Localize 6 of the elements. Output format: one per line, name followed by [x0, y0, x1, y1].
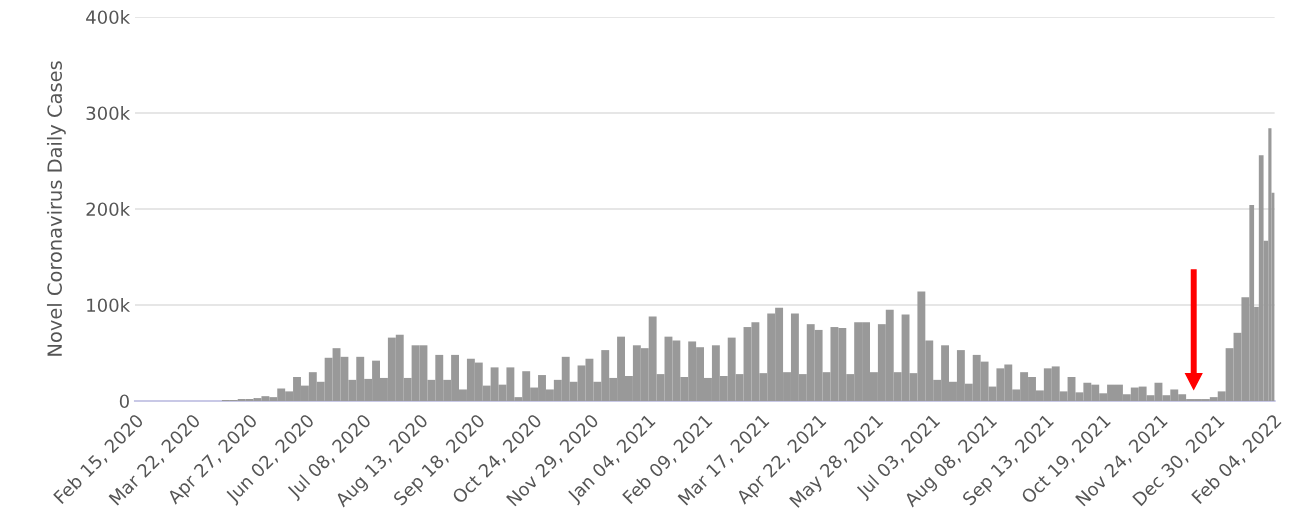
y-tick-label: 200k [86, 202, 131, 217]
y-tick-label: 400k [86, 10, 131, 25]
y-tick-label: 300k [86, 106, 131, 121]
y-axis-title: Novel Coronavirus Daily Cases [46, 61, 66, 356]
y-tick-label: 100k [87, 298, 131, 313]
y-tick-label: 0 [119, 394, 129, 409]
